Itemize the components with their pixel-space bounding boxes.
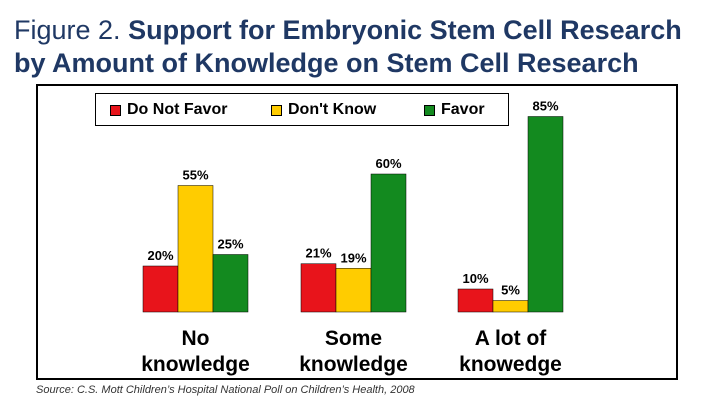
legend-label-dont-know: Don't Know: [288, 101, 377, 118]
bar-do-not-favor-1: [142, 265, 179, 313]
category-label-2-line-1: Some: [325, 327, 382, 350]
legend-label-do-not-favor: Do Not Favor: [127, 101, 228, 118]
legend-label-favor: Favor: [441, 101, 485, 118]
legend-item-do-not-favor: Do Not Favor: [110, 101, 228, 118]
bar-favor-1: [212, 254, 249, 313]
category-label-2-line-2: knowledge: [299, 353, 408, 376]
legend-item-favor: Favor: [424, 101, 485, 118]
data-label-do-not-favor-1: 20%: [147, 248, 173, 263]
legend-item-dont-know: Don't Know: [271, 101, 377, 118]
bar-don-t-know-1: [177, 185, 214, 313]
category-label-3-line-1: A lot of: [475, 327, 548, 350]
bar-do-not-favor-3: [457, 288, 494, 313]
bar-favor-3: [527, 116, 564, 313]
category-label-1-line-1: No: [182, 327, 210, 350]
legend-swatch-do-not-favor: [110, 104, 121, 116]
data-label-favor-2: 60%: [375, 156, 401, 171]
chart-frame: [36, 84, 678, 380]
figure-number: Figure 2.: [14, 15, 121, 45]
data-label-don-t-know-1: 55%: [182, 168, 208, 183]
data-label-don-t-know-2: 19%: [340, 250, 366, 265]
bar-don-t-know-2: [335, 268, 372, 313]
title-line-2: by Amount of Knowledge on Stem Cell Rese…: [14, 48, 639, 78]
chart-title: Figure 2. Support for Embryonic Stem Cel…: [14, 14, 704, 80]
legend-swatch-favor: [424, 104, 435, 116]
legend-swatch-dont-know: [271, 104, 282, 116]
chart-legend: Do Not Favor Don't Know Favor: [95, 93, 509, 126]
bar-favor-2: [370, 173, 407, 313]
source-note: Source: C.S. Mott Children’s Hospital Na…: [36, 384, 415, 396]
bar-don-t-know-3: [492, 300, 529, 313]
category-label-1-line-2: knowledge: [141, 353, 250, 376]
data-label-favor-3: 85%: [532, 99, 558, 114]
data-label-don-t-know-3: 5%: [501, 283, 520, 298]
category-label-3-line-2: knowedge: [459, 353, 562, 376]
title-line-1: Support for Embryonic Stem Cell Research: [128, 15, 682, 45]
data-label-do-not-favor-3: 10%: [462, 271, 488, 286]
data-label-favor-1: 25%: [217, 237, 243, 252]
data-label-do-not-favor-2: 21%: [305, 246, 331, 261]
bar-do-not-favor-2: [300, 263, 337, 313]
